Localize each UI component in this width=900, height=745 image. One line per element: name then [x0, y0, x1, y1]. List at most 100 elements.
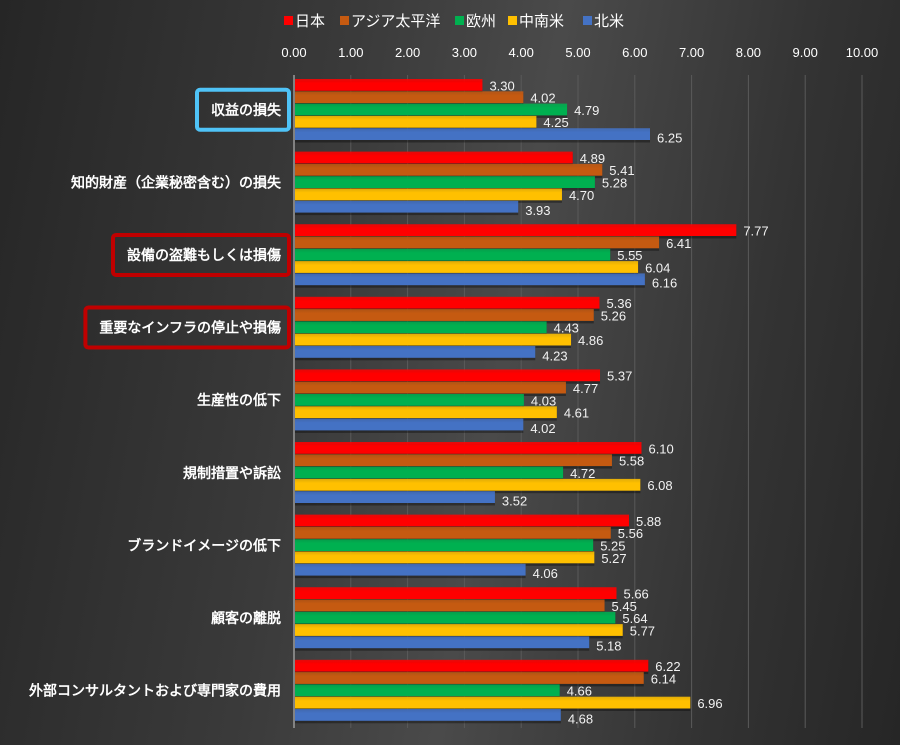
- bar: [295, 321, 547, 334]
- bar: [295, 188, 562, 201]
- data-label: 3.30: [489, 78, 514, 93]
- data-label: 5.64: [622, 611, 647, 626]
- data-label: 4.68: [568, 711, 593, 726]
- bar: [295, 563, 526, 576]
- data-label: 7.77: [743, 224, 768, 239]
- bar: [295, 309, 594, 321]
- bar: [295, 684, 560, 697]
- data-label: 4.72: [570, 466, 595, 481]
- bar: [295, 79, 483, 91]
- data-label: 5.41: [609, 163, 634, 178]
- bar: [295, 696, 691, 709]
- bar: [295, 526, 611, 539]
- legend-swatch: [455, 16, 464, 25]
- data-label: 3.52: [502, 494, 527, 509]
- bar: [295, 406, 557, 419]
- data-label: 4.61: [564, 406, 589, 421]
- category-label: 知的財産（企業秘密含む）の損失: [71, 174, 282, 191]
- data-label: 4.77: [573, 381, 598, 396]
- data-label: 6.16: [652, 276, 677, 291]
- data-label: 5.55: [617, 248, 642, 263]
- x-tick-label: 6.00: [622, 45, 647, 60]
- x-tick-label: 2.00: [395, 45, 420, 60]
- legend: 日本 アジア太平洋 欧州 中南米 北米: [284, 12, 624, 30]
- legend-entry: 日本: [295, 12, 325, 30]
- bars: [295, 79, 737, 724]
- bar: [295, 466, 564, 479]
- data-labels: 3.30 4.02 4.79 4.25 6.25 4.89 5.415.28 4.70 3.93…: [489, 78, 768, 726]
- bar: [295, 709, 561, 721]
- bar: [295, 248, 611, 261]
- legend-entry: 中南米: [519, 12, 564, 30]
- data-label: 5.25: [600, 539, 625, 554]
- bar: [295, 163, 603, 176]
- bar: [295, 224, 737, 236]
- bar: [295, 454, 612, 467]
- data-label: 5.26: [601, 308, 626, 323]
- bar: [295, 128, 650, 140]
- data-label: 4.25: [543, 115, 568, 130]
- data-label: 5.56: [618, 526, 643, 541]
- bar: [295, 236, 660, 249]
- bar: [295, 611, 616, 624]
- data-label: 5.36: [606, 296, 631, 311]
- data-label: 4.70: [569, 188, 594, 203]
- x-tick-label: 0.00: [281, 45, 306, 60]
- bar: [295, 91, 524, 104]
- bar: [295, 115, 537, 128]
- bar: [295, 599, 605, 612]
- data-label: 6.04: [645, 260, 670, 275]
- bar: [295, 381, 566, 394]
- category-label: 規制措置や訴訟: [183, 465, 281, 482]
- data-label: 6.14: [651, 671, 676, 686]
- data-label: 3.93: [525, 203, 550, 218]
- data-label: 6.96: [697, 696, 722, 711]
- data-label: 6.10: [648, 441, 673, 456]
- highlight-boxes: [83, 87, 291, 350]
- bar: [295, 491, 495, 503]
- bar: [295, 551, 595, 564]
- legend-swatch: [583, 16, 592, 25]
- bar: [295, 151, 573, 164]
- x-tick-label: 1.00: [338, 45, 363, 60]
- category-label: 収益の損失: [211, 102, 282, 119]
- category-label: 生産性の低下: [197, 392, 281, 409]
- bar: [295, 514, 629, 527]
- bar: [295, 176, 595, 188]
- bar: [295, 394, 524, 406]
- data-label: 6.08: [647, 478, 672, 493]
- data-label: 4.23: [542, 348, 567, 363]
- bar: [295, 624, 623, 636]
- data-label: 6.22: [655, 659, 680, 674]
- data-label: 5.28: [602, 176, 627, 191]
- bar: [295, 296, 600, 309]
- x-tick-label: 4.00: [509, 45, 534, 60]
- data-label: 4.02: [530, 91, 555, 106]
- data-label: 4.89: [580, 151, 605, 166]
- x-tick-label: 5.00: [565, 45, 590, 60]
- legend-swatch: [284, 16, 293, 25]
- bar: [295, 200, 519, 213]
- bar: [295, 636, 590, 649]
- legend-entry: 欧州: [466, 12, 496, 30]
- bar: [295, 346, 536, 358]
- x-tick-label: 10.00: [846, 45, 879, 60]
- bar: [295, 333, 572, 346]
- category-label: 顧客の離脱: [211, 610, 281, 627]
- category-label: 重要なインフラの停止や損傷: [99, 320, 281, 337]
- bar: [295, 442, 642, 454]
- data-label: 4.43: [554, 321, 579, 336]
- data-label: 4.06: [533, 566, 558, 581]
- data-label: 4.79: [574, 103, 599, 118]
- category-label: 外部コンサルタントおよび専門家の費用: [29, 683, 281, 700]
- bar: [295, 478, 641, 491]
- data-label: 5.58: [619, 454, 644, 469]
- data-label: 4.86: [578, 333, 603, 348]
- data-label: 5.27: [601, 551, 626, 566]
- data-label: 4.02: [530, 421, 555, 436]
- highlight-box: [83, 305, 291, 350]
- bar: [295, 672, 644, 684]
- highlight-box: [111, 232, 291, 277]
- bar: [295, 369, 601, 382]
